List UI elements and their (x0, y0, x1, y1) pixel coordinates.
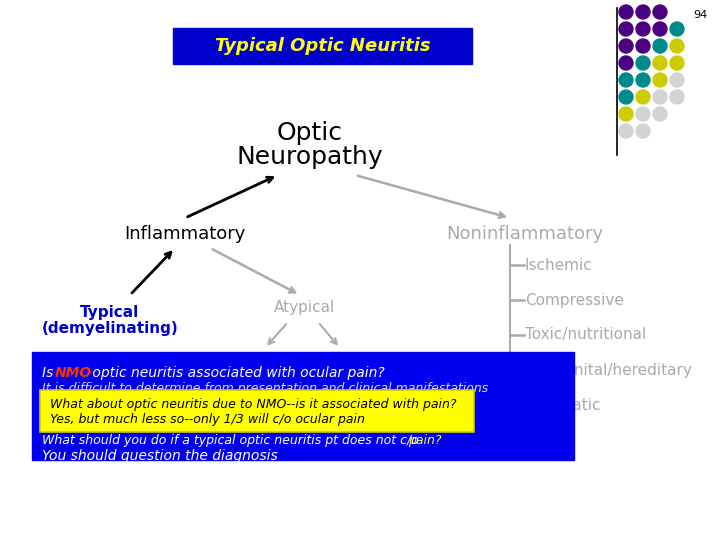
Circle shape (619, 22, 633, 36)
Text: pain?: pain? (408, 434, 441, 447)
Text: 94: 94 (694, 10, 708, 20)
Text: Ischemic: Ischemic (525, 258, 593, 273)
Text: What should you do if a typical optic neuritis pt does not c/o: What should you do if a typical optic ne… (42, 434, 423, 447)
Circle shape (636, 22, 650, 36)
Text: Typical Optic Neuritis: Typical Optic Neuritis (215, 37, 431, 55)
Circle shape (636, 73, 650, 87)
Circle shape (619, 107, 633, 121)
FancyBboxPatch shape (32, 352, 574, 460)
Circle shape (653, 90, 667, 104)
Text: You should question the diagnosis: You should question the diagnosis (42, 449, 278, 463)
Circle shape (653, 73, 667, 87)
Circle shape (636, 39, 650, 53)
Circle shape (636, 107, 650, 121)
Text: Atypical: Atypical (274, 300, 336, 315)
Circle shape (619, 124, 633, 138)
FancyBboxPatch shape (40, 390, 474, 432)
Circle shape (619, 90, 633, 104)
Circle shape (619, 56, 633, 70)
Text: Compressive: Compressive (525, 293, 624, 307)
Text: Is: Is (42, 366, 58, 380)
Circle shape (670, 22, 684, 36)
Circle shape (653, 22, 667, 36)
Text: NMO: NMO (55, 366, 92, 380)
Circle shape (653, 39, 667, 53)
Circle shape (653, 56, 667, 70)
Text: What about optic neuritis due to NMO--is it associated with pain?: What about optic neuritis due to NMO--is… (50, 398, 456, 411)
Circle shape (670, 73, 684, 87)
Circle shape (636, 124, 650, 138)
Text: optic neuritis associated with ocular pain?: optic neuritis associated with ocular pa… (88, 366, 384, 380)
Text: Optic
Neuropathy: Optic Neuropathy (237, 120, 383, 170)
Text: Typical
(demyelinating): Typical (demyelinating) (42, 305, 179, 336)
Circle shape (670, 56, 684, 70)
Circle shape (653, 107, 667, 121)
Circle shape (636, 56, 650, 70)
Text: Traumatic: Traumatic (525, 397, 600, 413)
Circle shape (619, 5, 633, 19)
Circle shape (670, 39, 684, 53)
Circle shape (636, 5, 650, 19)
Circle shape (670, 90, 684, 104)
Text: Congenital/hereditary: Congenital/hereditary (525, 362, 692, 377)
Text: It is difficult to determine from presentation and clinical manifestations: It is difficult to determine from presen… (42, 382, 488, 395)
FancyBboxPatch shape (173, 28, 472, 64)
Text: Noninflammatory: Noninflammatory (446, 225, 603, 243)
Text: Yes, but much less so--only 1/3 will c/o ocular pain: Yes, but much less so--only 1/3 will c/o… (50, 413, 365, 426)
Circle shape (619, 73, 633, 87)
Text: Toxic/nutritional: Toxic/nutritional (525, 327, 647, 342)
Circle shape (653, 5, 667, 19)
Circle shape (636, 90, 650, 104)
Circle shape (619, 39, 633, 53)
Text: Inflammatory: Inflammatory (125, 225, 246, 243)
